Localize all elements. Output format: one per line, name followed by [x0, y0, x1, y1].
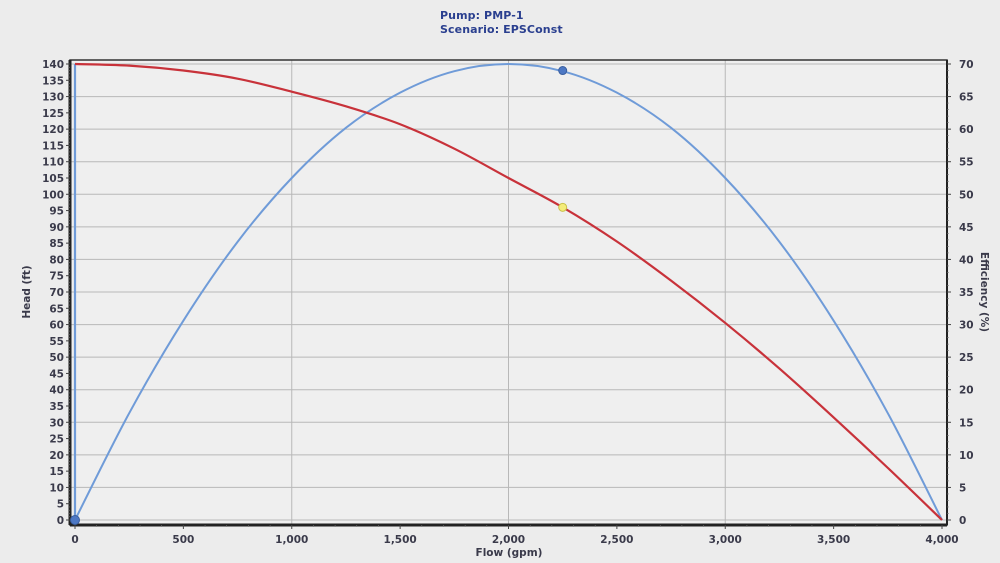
- y-tick-label: 80: [49, 254, 64, 266]
- y-tick-label: 0: [57, 515, 64, 527]
- x-tick-label: 3,000: [709, 534, 742, 546]
- y-tick-label: 50: [49, 352, 64, 364]
- y-tick-label: 25: [49, 434, 64, 446]
- x-tick-label: 4,000: [925, 534, 958, 546]
- y2-tick-label: 30: [959, 320, 974, 332]
- y-tick-label: 15: [49, 466, 64, 478]
- y-tick-label: 130: [42, 92, 64, 104]
- y2-tick-label: 35: [959, 287, 974, 299]
- x-tick-label: 1,500: [384, 534, 417, 546]
- y-tick-label: 65: [49, 303, 64, 315]
- y-tick-label: 30: [49, 417, 64, 429]
- y2-tick-label: 60: [959, 124, 974, 136]
- head-operating-point-marker: [558, 202, 568, 212]
- x-axis-label: Flow (gpm): [476, 547, 543, 559]
- x-tick-label: 3,500: [817, 534, 850, 546]
- y2-tick-label: 70: [959, 59, 974, 71]
- y-tick-label: 115: [42, 140, 64, 152]
- y2-tick-label: 65: [959, 92, 974, 104]
- y2-tick-label: 5: [959, 482, 966, 494]
- x-tick-label: 1,000: [275, 534, 308, 546]
- x-tick-label: 2,500: [600, 534, 633, 546]
- axes: [66, 59, 951, 529]
- y2-tick-label: 45: [959, 222, 974, 234]
- y-tick-label: 110: [42, 157, 64, 169]
- y-tick-label: 45: [49, 368, 64, 380]
- y-tick-label: 140: [42, 59, 64, 71]
- y2-tick-label: 40: [959, 254, 974, 266]
- x-tick-label: 2,000: [492, 534, 525, 546]
- y-tick-label: 55: [49, 336, 64, 348]
- y2-tick-label: 15: [959, 417, 974, 429]
- curves: [73, 62, 943, 521]
- y-tick-label: 35: [49, 401, 64, 413]
- chart-title-scenario: Scenario: EPSConst: [440, 23, 563, 36]
- efficiency-point-marker: [70, 515, 80, 525]
- y-tick-label: 125: [42, 108, 64, 120]
- y-tick-label: 75: [49, 271, 64, 283]
- y-tick-label: 40: [49, 385, 64, 397]
- y2-tick-label: 0: [959, 515, 966, 527]
- y-tick-label: 100: [42, 189, 64, 201]
- y-axis-label: Head (ft): [21, 265, 33, 318]
- x-tick-label: 500: [172, 534, 194, 546]
- y-tick-label: 5: [57, 499, 64, 511]
- x-tick-label: 0: [71, 534, 78, 546]
- markers: [70, 66, 568, 525]
- efficiency-point-marker: [558, 66, 568, 76]
- y2-axis-label: Efficiency (%): [978, 252, 990, 332]
- head-curve: [74, 62, 943, 521]
- chart-title-pump: Pump: PMP-1: [440, 9, 524, 22]
- chart-title: Pump: PMP-1 Scenario: EPSConst: [440, 9, 563, 37]
- y2-tick-label: 25: [959, 352, 974, 364]
- y-tick-label: 95: [49, 206, 64, 218]
- y-tick-label: 20: [49, 450, 64, 462]
- y-tick-label: 70: [49, 287, 64, 299]
- y-tick-label: 10: [49, 482, 64, 494]
- y-tick-label: 85: [49, 238, 64, 250]
- y2-tick-label: 10: [959, 450, 974, 462]
- y-tick-label: 60: [49, 320, 64, 332]
- y-tick-label: 120: [42, 124, 64, 136]
- grid-lines: [70, 60, 947, 525]
- tick-labels: 0510152025303540455055606570758085909510…: [42, 59, 974, 546]
- y-tick-label: 105: [42, 173, 64, 185]
- y2-tick-label: 50: [959, 189, 974, 201]
- y2-tick-label: 55: [959, 157, 974, 169]
- y-tick-label: 135: [42, 75, 64, 87]
- y-tick-label: 90: [49, 222, 64, 234]
- y2-tick-label: 20: [959, 385, 974, 397]
- efficiency-curve: [74, 62, 943, 521]
